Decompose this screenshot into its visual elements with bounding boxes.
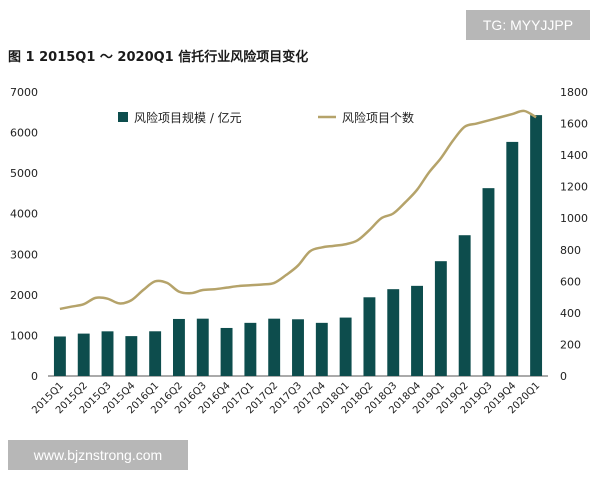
right-tick-label: 1000: [560, 212, 588, 225]
bar: [268, 318, 281, 376]
watermark-top-right: TG: MYYJJPP: [466, 10, 590, 40]
bar: [411, 285, 423, 376]
bar: [125, 336, 138, 376]
bar: [244, 322, 257, 376]
bar: [482, 188, 495, 376]
bar: [77, 333, 90, 376]
bar: [315, 322, 328, 376]
right-tick-label: 1600: [560, 118, 588, 131]
right-tick-label: 600: [560, 275, 581, 288]
x-axis-categories: 2015Q12015Q22015Q32015Q42016Q12016Q22016…: [30, 380, 542, 416]
left-axis-ticks: 0 1000 2000 3000 4000 5000 6000 7000: [10, 86, 38, 383]
right-tick-label: 800: [560, 244, 581, 257]
bar: [506, 141, 519, 376]
chart-legend: 风险项目规模 / 亿元 风险项目个数: [118, 110, 414, 125]
bar: [458, 235, 471, 376]
bar: [363, 297, 376, 376]
right-tick-label: 1400: [560, 149, 588, 162]
bar: [101, 331, 114, 376]
bar: [149, 331, 162, 376]
bar: [434, 261, 447, 376]
bar: [530, 115, 543, 376]
left-tick-label: 4000: [10, 208, 38, 221]
watermark-bottom-left: www.bjznstrong.com: [8, 440, 188, 470]
left-tick-label: 5000: [10, 167, 38, 180]
legend-bar-label: 风险项目规模 / 亿元: [134, 110, 242, 125]
right-tick-label: 400: [560, 307, 581, 320]
left-tick-label: 3000: [10, 248, 38, 261]
bar: [196, 318, 209, 376]
right-tick-label: 1800: [560, 86, 588, 99]
chart-title: 图 1 2015Q1 ～ 2020Q1 信托行业风险项目变化: [8, 50, 309, 65]
line-path: [59, 109, 537, 311]
left-tick-label: 2000: [10, 289, 38, 302]
bar: [292, 319, 304, 376]
bar: [387, 289, 400, 376]
legend-bar-swatch: [118, 112, 128, 122]
right-tick-label: 0: [560, 370, 567, 383]
right-tick-label: 1200: [560, 181, 588, 194]
left-tick-label: 6000: [10, 127, 38, 140]
right-tick-label: 200: [560, 338, 581, 351]
legend-line-label: 风险项目个数: [342, 110, 414, 125]
bar: [220, 327, 233, 376]
right-axis-ticks: 0 200 400 600 800 1000 1200 1400 1600 1800: [560, 86, 588, 383]
bar: [53, 336, 66, 376]
bar: [173, 318, 185, 376]
bar-series: [53, 115, 543, 376]
left-tick-label: 7000: [10, 86, 38, 99]
bar: [339, 317, 352, 376]
left-tick-label: 1000: [10, 329, 38, 342]
left-tick-label: 0: [31, 370, 38, 383]
line-series: [59, 109, 537, 311]
